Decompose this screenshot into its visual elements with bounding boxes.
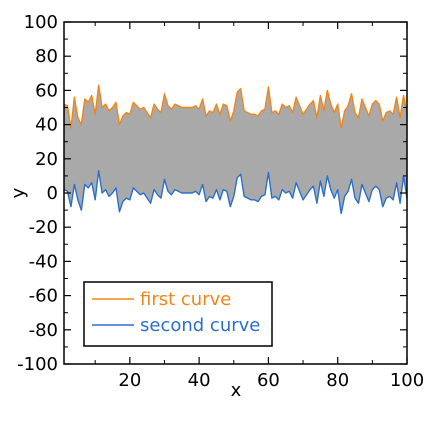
y-tick-label: -40 (29, 251, 58, 272)
y-tick-label: 60 (35, 80, 58, 101)
series-line-first-curve (63, 84, 408, 129)
y-tick-label: 0 (47, 183, 58, 204)
y-tick-label: -20 (29, 217, 58, 238)
y-tick-label: 40 (35, 115, 58, 136)
x-axis-label: x (231, 380, 242, 401)
legend: first curve second curve (83, 281, 273, 347)
y-tick-label: -60 (29, 286, 58, 307)
y-tick-label: -100 (17, 354, 58, 375)
plot-marks (63, 84, 408, 215)
y-axis-label: y (8, 187, 29, 198)
legend-label-second-curve: second curve (140, 315, 260, 336)
x-tick-label: 100 (390, 370, 424, 391)
y-tick-label: -80 (29, 320, 58, 341)
x-tick-label: 60 (257, 370, 280, 391)
legend-label-first-curve: first curve (140, 289, 231, 310)
axes: -100 -80 -60 -40 -20 0 20 40 60 80 100 20 40 60 80 100 x… (8, 12, 424, 401)
series-line-second-curve (63, 170, 408, 215)
legend-box (83, 281, 273, 347)
y-tick-label: 20 (35, 149, 58, 170)
x-tick-label: 20 (118, 370, 141, 391)
x-tick-label: 80 (326, 370, 349, 391)
y-tick-label: 80 (35, 46, 58, 67)
x-tick-label: 40 (188, 370, 211, 391)
y-tick-label: 100 (24, 12, 58, 33)
